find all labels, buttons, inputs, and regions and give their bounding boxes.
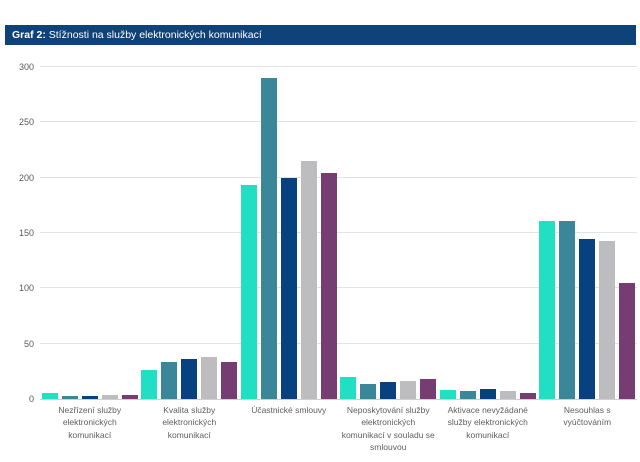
x-axis-label-4: Neposkytování služby elektronických komu…	[341, 405, 435, 452]
gridline-50	[40, 342, 637, 344]
bar-navy	[280, 177, 297, 399]
bar-dark-teal	[161, 362, 178, 399]
y-tick-label-150: 150	[18, 228, 34, 238]
gridline-100	[40, 287, 637, 289]
bar-teal	[439, 390, 456, 399]
y-tick-label-50: 50	[23, 338, 34, 349]
bar-group-4	[339, 67, 439, 399]
bar-navy	[81, 395, 98, 399]
y-tick-label-0: 0	[28, 394, 34, 404]
bar-teal	[340, 376, 357, 399]
y-tick-label-200: 200	[18, 172, 34, 183]
bar-group-3	[239, 67, 339, 399]
bar-groups	[40, 67, 637, 399]
bar-teal	[141, 370, 158, 399]
bar-dark-teal	[459, 391, 476, 399]
y-tick-label-250: 250	[18, 117, 34, 128]
bar-navy	[479, 389, 496, 399]
bar-teal	[240, 185, 257, 399]
bar-gray	[599, 240, 616, 399]
bar-purple	[320, 173, 337, 399]
bar-gray	[201, 356, 218, 399]
bar-gray	[300, 161, 317, 399]
bar-navy	[380, 382, 397, 399]
bar-navy	[181, 359, 198, 399]
bar-purple	[519, 393, 536, 399]
chart-title-prefix: Graf 2:	[12, 29, 46, 41]
y-tick-label-100: 100	[18, 283, 34, 294]
bar-gray	[499, 391, 516, 399]
bar-purple	[221, 362, 238, 399]
x-axis-label-3: Účastnické smlouvy	[251, 405, 327, 415]
plot-area: 0 50 100 150 200 250 300	[19, 62, 637, 404]
gridline-150	[40, 232, 637, 233]
x-axis-label-6: Nesouhlas s vyúčtováním	[563, 405, 612, 428]
bar-purple	[121, 394, 138, 399]
chart-title-bar: Graf 2: Stížnosti na služby elektronický…	[5, 25, 636, 45]
gridline-200	[40, 176, 637, 178]
bar-purple	[420, 379, 437, 399]
x-axis-label-2: Kvalita služby elektronických komunikací	[162, 405, 217, 440]
bar-gray	[101, 394, 118, 399]
bar-teal	[539, 220, 556, 399]
y-tick-label-300: 300	[18, 62, 34, 72]
bar-group-6	[538, 67, 638, 399]
gridline-300	[40, 66, 637, 67]
bar-navy	[579, 238, 596, 399]
bar-group-1	[40, 67, 140, 399]
chart-title-text: Stížnosti na služby elektronických komun…	[45, 29, 262, 41]
bar-group-5	[438, 67, 538, 399]
x-axis-label-1: Nezřízení služby elektronických komunika…	[58, 405, 122, 440]
bar-dark-teal	[260, 78, 277, 399]
x-axis-labels: Nezřízení služby elektronických komunika…	[40, 404, 637, 453]
gridline-250	[40, 121, 637, 123]
bar-dark-teal	[61, 395, 78, 399]
bar-dark-teal	[559, 220, 576, 399]
bar-gray	[400, 381, 417, 399]
x-axis-label-5: Aktivace nevyžádané služby elektronickýc…	[447, 405, 528, 440]
bar-teal	[41, 393, 58, 399]
bar-group-2	[140, 67, 240, 399]
bar-dark-teal	[360, 383, 377, 399]
bar-purple	[619, 282, 636, 399]
